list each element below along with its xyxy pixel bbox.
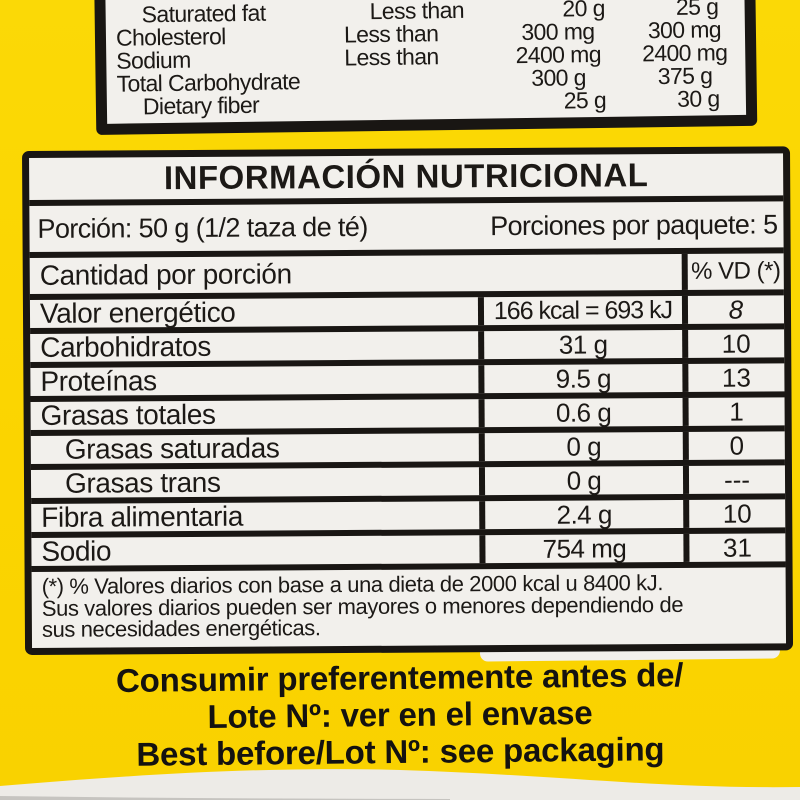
nutrient-daily-value: 13 xyxy=(682,362,785,392)
nutrient-daily-value: --- xyxy=(682,464,786,494)
qualifier: Less than xyxy=(369,0,465,25)
nutrient-daily-value: 0 xyxy=(682,430,785,460)
nutrient-amount: 754 mg xyxy=(479,533,684,563)
best-before-text: Consumir preferentemente antes de/ Lote … xyxy=(0,655,800,774)
nutrient-name: Fibra alimentaria xyxy=(41,500,244,533)
qualifier xyxy=(371,109,519,111)
value-2500kcal: 30 g xyxy=(677,85,720,112)
footnote-line: sus necesidades energéticas. xyxy=(41,615,321,642)
nutrient-name: Grasas trans xyxy=(64,466,221,499)
nutrient-name: Cholesterol xyxy=(115,23,226,51)
nutrient-name: Grasas totales xyxy=(40,398,216,431)
nutrient-daily-value: 31 xyxy=(683,532,786,562)
nutrient-name: Dietary fiber xyxy=(142,91,260,120)
nutrient-name: Proteínas xyxy=(40,365,157,397)
nutrient-amount: 9.5 g xyxy=(478,363,683,393)
nutrition-facts-table-es: INFORMACIÓN NUTRICIONAL Porción: 50 g (1… xyxy=(22,146,794,655)
qualifier: Less than xyxy=(344,43,439,71)
nutrient-amount: 0.6 g xyxy=(478,397,683,427)
qualifier xyxy=(345,86,493,88)
servings-per-package: Porciones por paquete: 5 xyxy=(490,208,778,241)
daily-values-footnote: (*) % Valores diarios con base a una die… xyxy=(31,561,787,648)
footnote-line: Sus valores diarios pueden ser mayores o… xyxy=(41,591,684,621)
nutrient-amount: 31 g xyxy=(478,329,683,359)
nutrient-name: Sodio xyxy=(41,535,112,567)
portion-size: Porción: 50 g (1/2 taza de té) xyxy=(37,211,368,244)
column-header-row: Cantidad por porción % VD (*) xyxy=(29,247,784,294)
daily-values-table-en: Total fat Less than 65 g 80 g Saturated … xyxy=(94,0,758,135)
nutrient-name: Carbohidratos xyxy=(40,330,211,363)
nutrient-amount: 166 kcal = 693 kJ xyxy=(477,296,683,326)
table-title: INFORMACIÓN NUTRICIONAL xyxy=(163,156,649,197)
nutrient-amount: 0 g xyxy=(478,431,683,462)
nutrient-name: Grasas saturadas xyxy=(64,432,280,465)
value-2000kcal: 25 g xyxy=(563,86,607,114)
nutrient-daily-value: 10 xyxy=(683,498,786,528)
package-bottom-edge xyxy=(0,769,800,800)
nutrient-daily-value: 1 xyxy=(682,396,785,426)
nutrient-row: Valor energético 166 kcal = 693 kJ 8 xyxy=(29,289,785,329)
nutrient-amount: 0 g xyxy=(478,465,684,496)
table-row: Dietary fiber 25 g 30 g xyxy=(107,85,746,120)
nutrient-amount: 2.4 g xyxy=(479,499,684,529)
nutrient-name: Valor energético xyxy=(39,296,236,329)
nutrient-daily-value: 10 xyxy=(682,328,785,358)
nutrient-daily-value: 8 xyxy=(681,294,785,324)
daily-value-header: % VD (*) xyxy=(681,253,784,290)
serving-row: Porción: 50 g (1/2 taza de té) Porciones… xyxy=(29,195,784,252)
amount-per-serving-header: Cantidad por porción xyxy=(39,258,292,291)
